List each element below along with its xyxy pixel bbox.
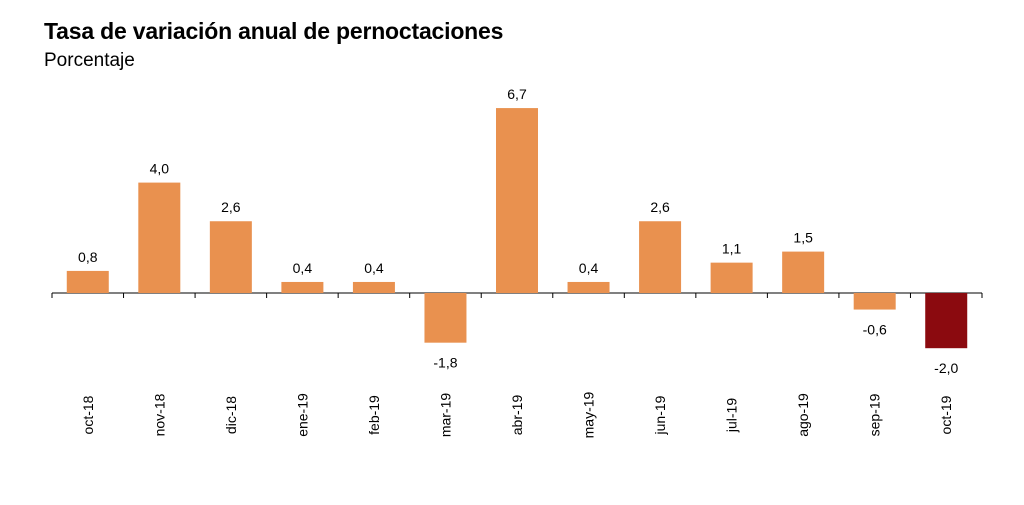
data-label: 2,6 bbox=[650, 199, 670, 215]
bar bbox=[853, 293, 896, 310]
x-tick-label: abr-19 bbox=[509, 395, 525, 436]
bar bbox=[925, 293, 968, 349]
x-tick-label: jun-19 bbox=[652, 395, 668, 435]
data-label: 1,5 bbox=[793, 230, 813, 246]
bar bbox=[281, 281, 324, 293]
x-tick-label: ago-19 bbox=[795, 393, 811, 437]
x-tick-label: ene-19 bbox=[294, 393, 310, 437]
x-tick-label: dic-18 bbox=[223, 396, 239, 434]
x-tick-label: jul-19 bbox=[724, 398, 740, 433]
bar bbox=[782, 251, 825, 293]
x-tick-label: sep-19 bbox=[867, 393, 883, 436]
chart-title: Tasa de variación anual de pernoctacione… bbox=[44, 18, 504, 44]
data-label: 0,8 bbox=[78, 249, 98, 265]
chart-subtitle: Porcentaje bbox=[44, 50, 135, 71]
data-label: 0,4 bbox=[293, 260, 313, 276]
data-label: 0,4 bbox=[579, 260, 599, 276]
data-label: 0,4 bbox=[364, 260, 384, 276]
data-label: 2,6 bbox=[221, 199, 241, 215]
data-label: -2,0 bbox=[934, 360, 958, 376]
bar bbox=[424, 293, 467, 343]
bar bbox=[496, 108, 538, 293]
x-tick-label: oct-18 bbox=[80, 395, 96, 434]
bar bbox=[567, 281, 610, 293]
x-tick-label: may-19 bbox=[581, 391, 597, 438]
bar bbox=[209, 221, 252, 293]
data-label: 6,7 bbox=[507, 86, 527, 102]
data-label: -1,8 bbox=[433, 355, 457, 371]
bar bbox=[138, 182, 181, 293]
data-label: 4,0 bbox=[150, 161, 170, 177]
data-label: -0,6 bbox=[863, 322, 887, 338]
bar bbox=[639, 221, 682, 293]
x-tick-label: feb-19 bbox=[366, 395, 382, 435]
bar bbox=[66, 270, 109, 293]
bar bbox=[710, 262, 753, 293]
bar bbox=[352, 281, 395, 293]
x-tick-label: oct-19 bbox=[938, 395, 954, 434]
x-tick-label: nov-18 bbox=[151, 393, 167, 436]
data-label: 1,1 bbox=[722, 241, 742, 257]
x-tick-label: mar-19 bbox=[437, 393, 453, 438]
